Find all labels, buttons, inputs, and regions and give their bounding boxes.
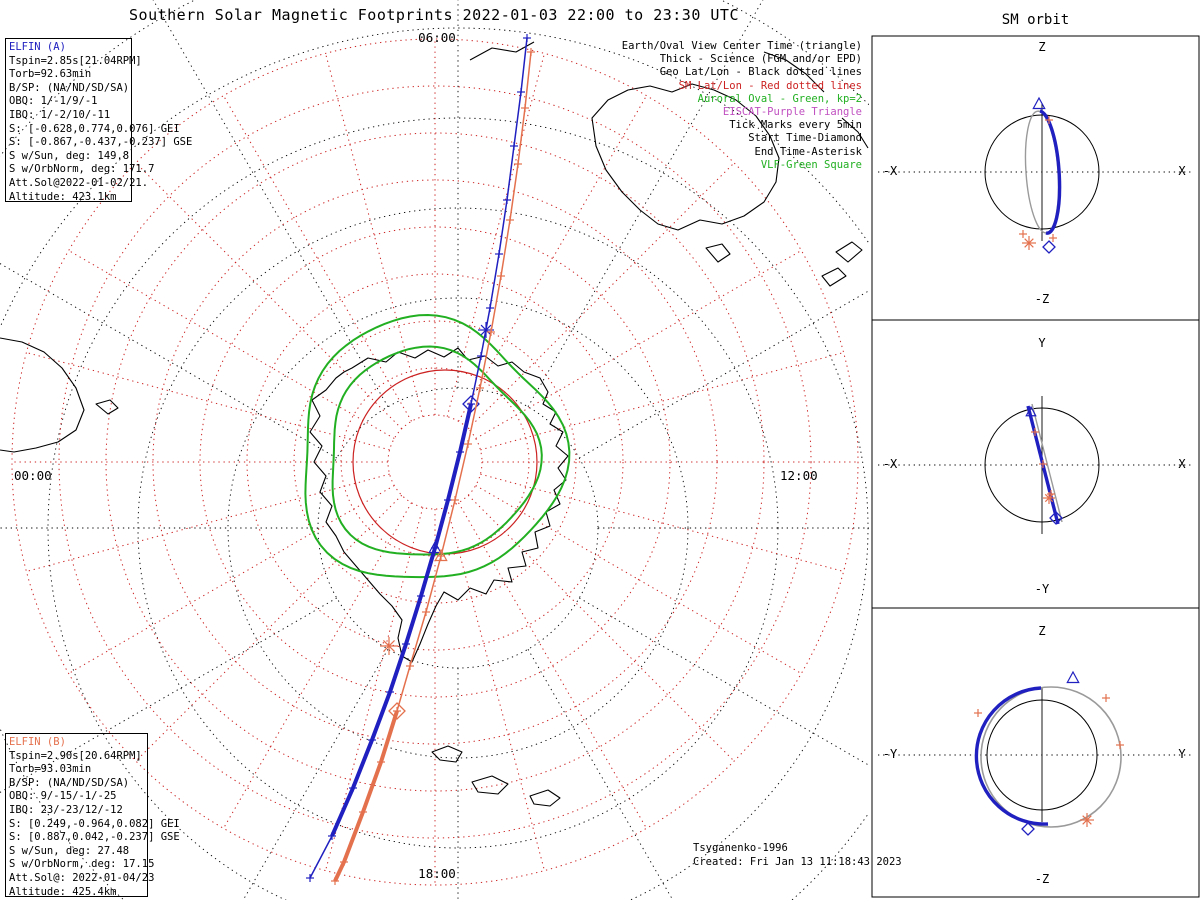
info-line: S w/OrbNorm, deg: 171.7 <box>9 163 155 176</box>
panel1-axis-bottom: -Z <box>1034 292 1050 306</box>
info-line: S w/Sun, deg: 149.8 <box>9 149 130 162</box>
legend-line: Tick Marks every 5min <box>729 119 862 132</box>
orbit-panel-1 <box>871 35 1200 321</box>
panel1-axis-right: X <box>1178 164 1186 178</box>
panel2-axis-bottom: -Y <box>1034 582 1050 596</box>
info-line: B/SP: (NA/ND/SD/SA) <box>9 81 130 94</box>
panel3-axis-right: Y <box>1178 747 1186 761</box>
panel3-axis-bottom: -Z <box>1034 872 1050 886</box>
info-line: Tspin=2.90s[20.64RPM] <box>9 749 142 762</box>
info-line: Att.Sol@: 2022-01-04/23 <box>9 871 155 884</box>
info-line: OBQ: 1/-1/9/-1 <box>9 95 98 108</box>
orbit-panel-2 <box>871 319 1200 609</box>
plot-title: Southern Solar Magnetic Footprints 2022-… <box>129 6 739 24</box>
panel2-axis-right: X <box>1178 457 1186 471</box>
elfin-b-info-border <box>5 733 148 897</box>
info-line: Torb=93.03min <box>9 763 92 776</box>
info-line: Altitude: 425.4km <box>9 885 117 898</box>
info-line: S w/OrbNorm, deg: 17.15 <box>9 858 155 871</box>
track-elfin-b-footprint <box>331 48 535 885</box>
mlt-label-00: 00:00 <box>14 468 52 483</box>
info-line: Att.Sol@2022-01-02/21. <box>9 176 149 189</box>
elfin-a-info-border <box>5 38 132 202</box>
info-line: S: [-0.628,0.774,0.076] GEI <box>9 122 180 135</box>
mlt-label-18: 18:00 <box>418 866 456 881</box>
info-line: IBQ: 1/-2/10/-11 <box>9 108 111 121</box>
panel2-axis-left: -X <box>882 457 898 471</box>
info-line: Torb=92.63min <box>9 68 92 81</box>
panel1-axis-left: -X <box>882 164 898 178</box>
panel1-axis-top: Z <box>1038 40 1046 54</box>
elfin-a-label: ELFIN (A) <box>9 41 66 53</box>
panel3-axis-top: Z <box>1038 624 1046 638</box>
model-label: Tsyganenko-1996 <box>693 842 788 854</box>
mlt-label-12: 12:00 <box>780 468 818 483</box>
orbit-panel-3 <box>871 607 1200 898</box>
legend-line: EISCAT-Purple Triangle <box>722 106 862 119</box>
legend-line: SM Lat/Lon - Red dotted lines <box>678 79 862 92</box>
info-line: S: [0.249,-0.964,0.082] GEI <box>9 817 180 830</box>
legend-line: Start Time-Diamond <box>748 132 862 145</box>
map-legend: Earth/Oval View Center Time (triangle) T… <box>520 40 862 172</box>
info-line: B/SP: (NA/ND/SD/SA) <box>9 776 130 789</box>
info-line: S: [-0.867,-0.437,-0.237] GSE <box>9 136 193 149</box>
sm-grid <box>11 38 859 886</box>
elfin-b-info: ELFIN (B) Tspin=2.90s[20.64RPM] Torb=93.… <box>9 736 180 899</box>
legend-line: Thick - Science (FGM and/or EPD) <box>659 53 862 66</box>
info-line: Altitude: 423.1km <box>9 190 117 203</box>
footer: Tsyganenko-1996 Created: Fri Jan 13 11:1… <box>693 842 902 869</box>
panel2-axis-top: Y <box>1038 336 1046 350</box>
elfin-a-info: ELFIN (A) Tspin=2.85s[21.04RPM] Torb=92.… <box>9 41 192 204</box>
mlt-label-06: 06:00 <box>418 30 456 45</box>
info-line: S: [0.887,0.042,-0.237] GSE <box>9 831 180 844</box>
legend-line: Geo Lat/Lon - Black dotted lines <box>659 66 862 79</box>
track-elfin-a-footprint <box>306 34 531 882</box>
created-label: Created: Fri Jan 13 11:18:43 2023 <box>693 855 902 868</box>
coastlines <box>0 41 869 807</box>
legend-line: Earth/Oval View Center Time (triangle) <box>621 40 862 52</box>
info-line: Tspin=2.85s[21.04RPM] <box>9 54 142 67</box>
sm-orbit-title: SM orbit <box>1001 12 1070 28</box>
panel3-axis-left: -Y <box>882 747 898 761</box>
legend-line: VLF-Green Square <box>760 158 862 171</box>
info-line: S w/Sun, deg: 27.48 <box>9 844 130 857</box>
legend-line: Auroral Oval - Green, kp=2 <box>697 92 862 105</box>
info-line: OBQ: 9/-15/-1/-25 <box>9 790 117 803</box>
legend-line: End Time-Asterisk <box>754 145 862 158</box>
geo-grid <box>0 0 869 900</box>
info-line: IBQ: 23/-23/12/-12 <box>9 803 123 816</box>
elfin-b-label: ELFIN (B) <box>9 736 66 748</box>
auroral-oval <box>304 313 571 579</box>
